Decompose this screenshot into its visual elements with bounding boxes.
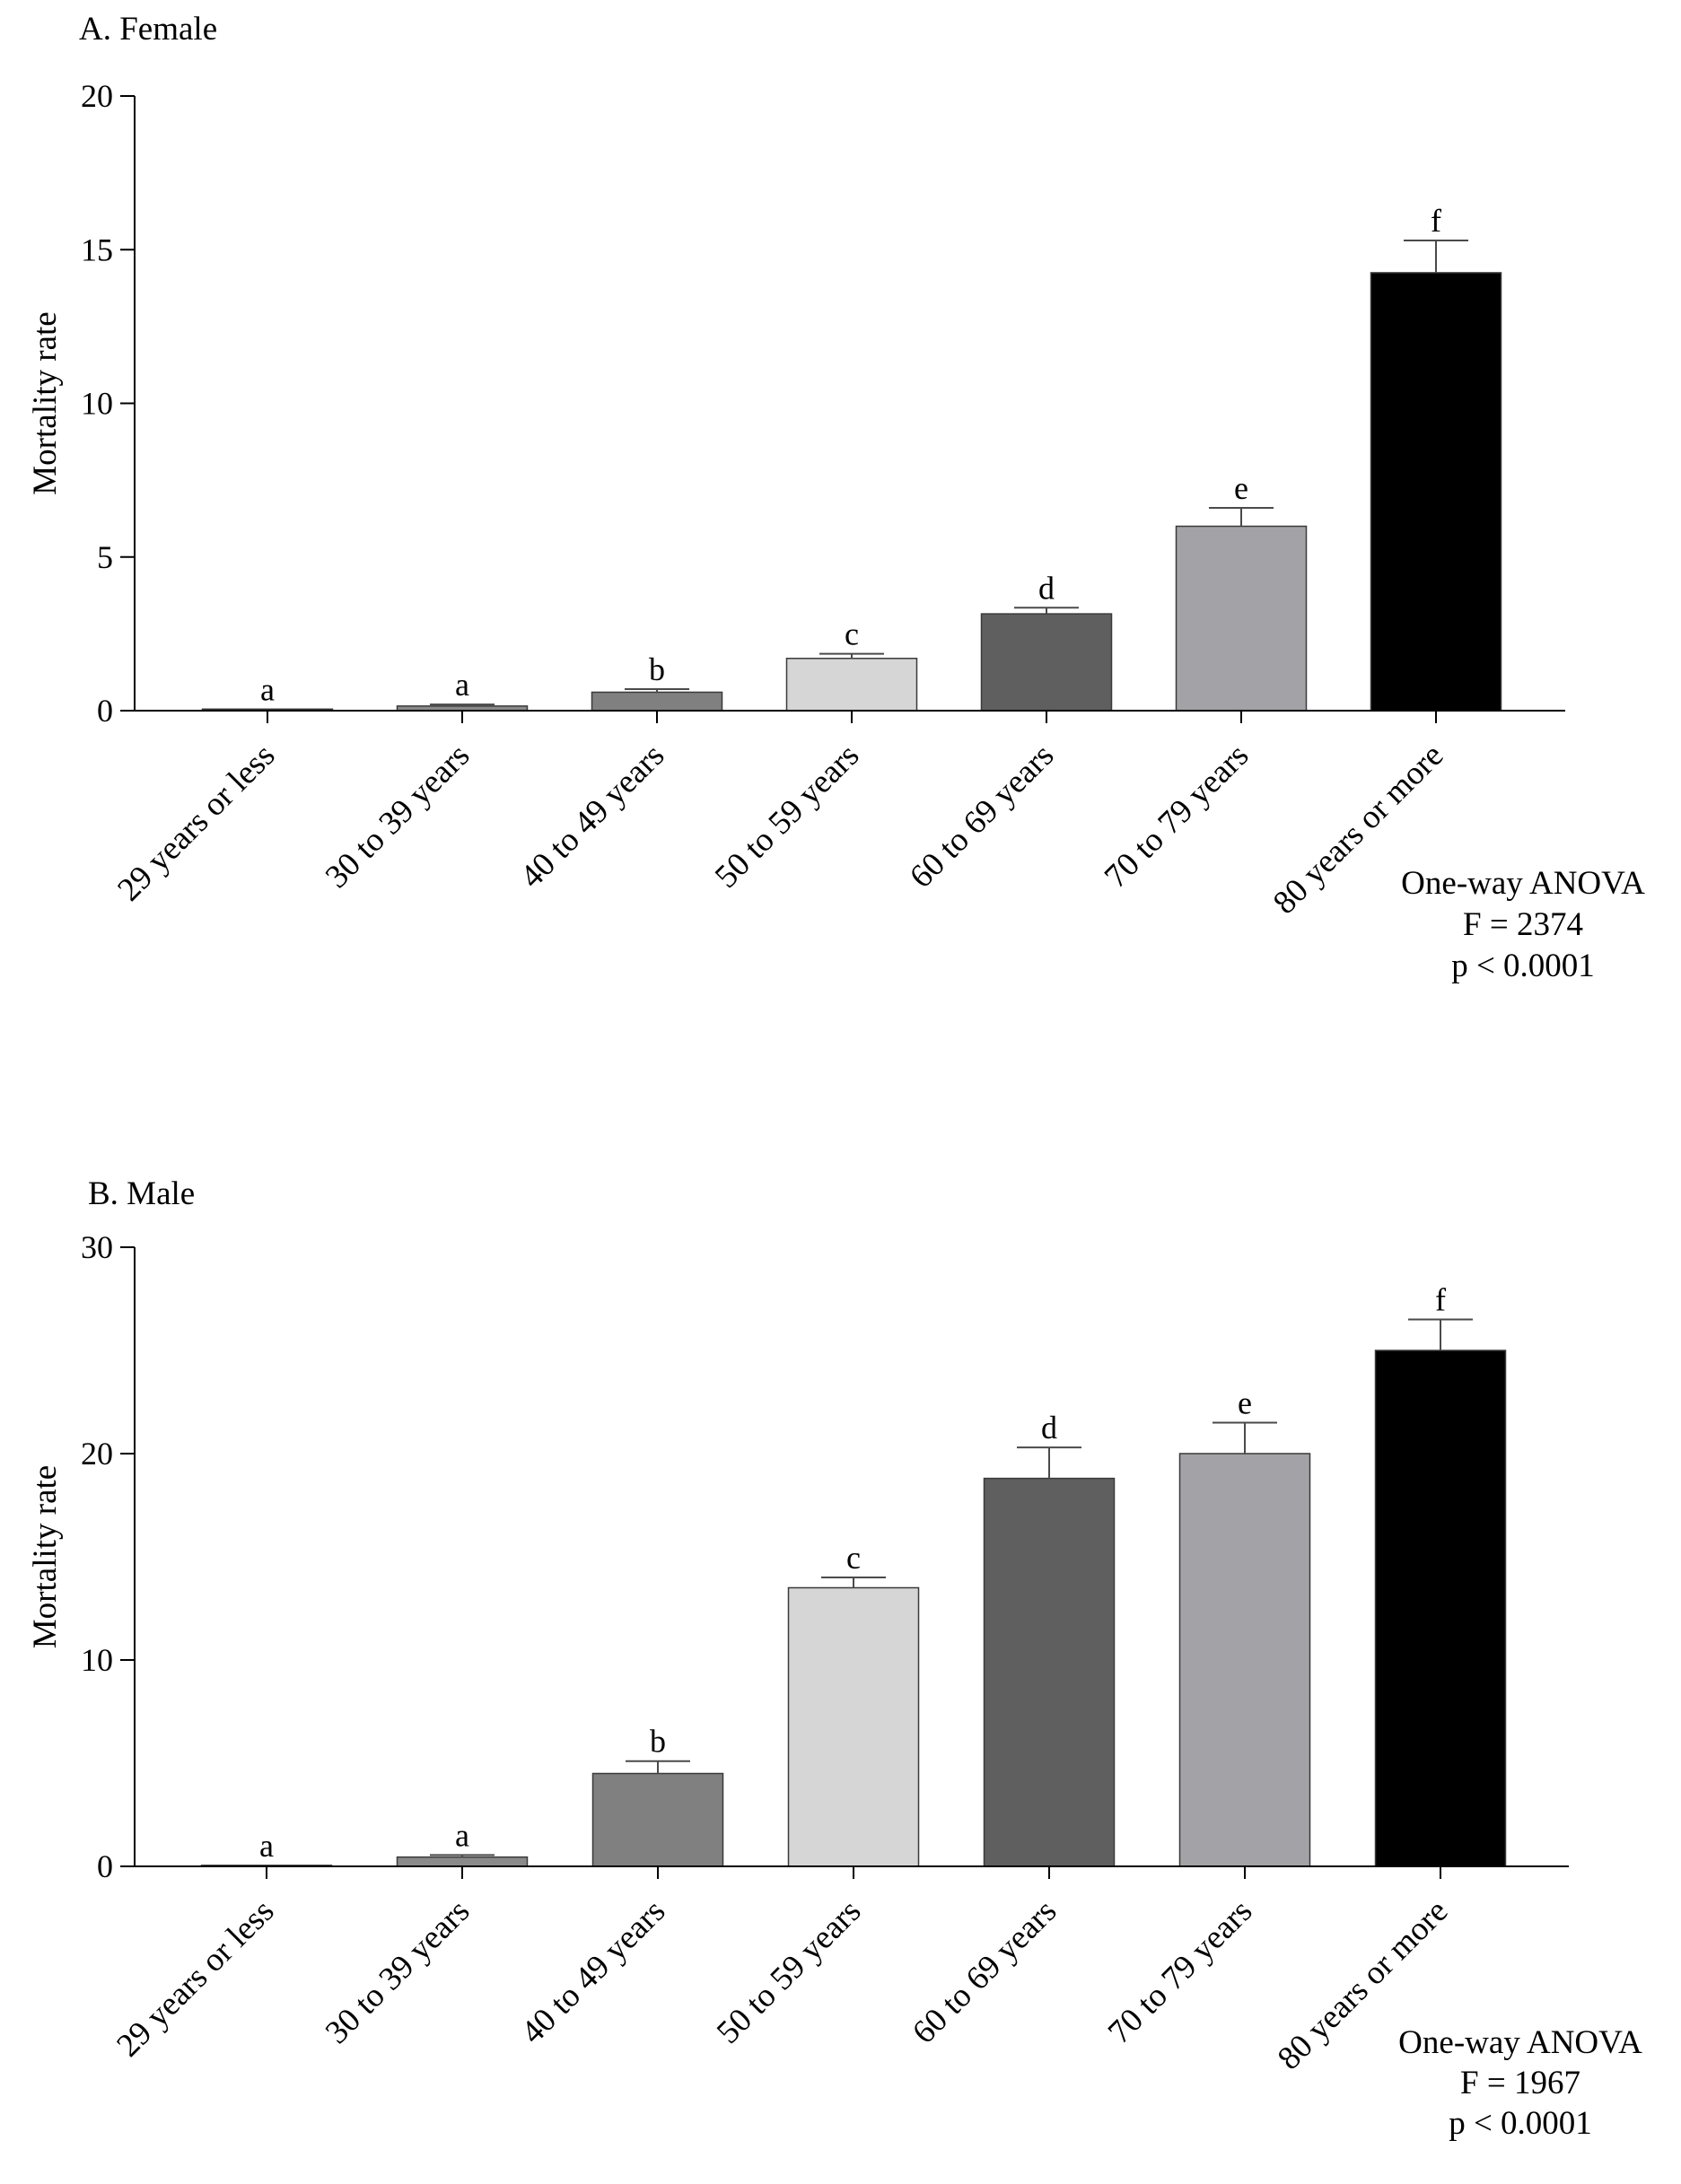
x-tick-label: 40 to 49 years (513, 737, 672, 895)
panel-title: A. Female (79, 11, 217, 48)
x-tick-label: 40 to 49 years (514, 1892, 673, 2051)
significance-letter: c (846, 1540, 861, 1576)
x-tick-label: 29 years or less (110, 737, 282, 908)
bar-7 (1370, 272, 1502, 712)
x-tick-label: 70 to 79 years (1101, 1892, 1260, 2051)
y-tick-label: 5 (97, 539, 113, 575)
bar-5 (980, 613, 1113, 712)
x-tick-label: 60 to 69 years (906, 1892, 1064, 2051)
significance-letter: d (1041, 1410, 1057, 1446)
panel-title: B. Male (88, 1175, 195, 1212)
bar-5 (983, 1477, 1116, 1867)
significance-letter: f (1431, 203, 1441, 239)
x-tick-label: 70 to 79 years (1098, 737, 1256, 895)
y-tick-label: 20 (81, 78, 113, 114)
significance-letter: a (260, 671, 275, 707)
bar-2 (396, 1856, 529, 1867)
y-tick-label: 10 (81, 1642, 113, 1678)
x-tick-label: 60 to 69 years (903, 737, 1062, 895)
y-tick-label: 20 (81, 1436, 113, 1472)
panel-female: A. Female Mortality rate a 29 years or less… (27, 11, 1645, 984)
anova-annotation-line: F = 1967 (1460, 2065, 1580, 2101)
bar-6 (1178, 1453, 1311, 1867)
bar-7 (1374, 1350, 1507, 1867)
anova-annotation-line: F = 2374 (1463, 906, 1583, 943)
significance-letter: a (455, 1817, 469, 1853)
x-tick-label: 29 years or less (109, 1892, 281, 2064)
x-tick-label: 50 to 59 years (710, 1892, 869, 2051)
anova-annotation-line: One-way ANOVA (1398, 2024, 1642, 2061)
anova-annotation-line: p < 0.0001 (1451, 948, 1595, 984)
significance-letter: a (455, 667, 469, 703)
y-tick-label: 0 (97, 1848, 113, 1884)
anova-annotation-line: p < 0.0001 (1449, 2105, 1592, 2142)
bar-6 (1175, 525, 1308, 712)
y-tick-label: 30 (81, 1229, 113, 1265)
significance-letter: c (845, 616, 859, 652)
anova-annotation-line: One-way ANOVA (1401, 865, 1645, 902)
bar-3 (591, 691, 723, 712)
panel-male: B. Male Mortality rate a 29 years or less a 3… (27, 1175, 1642, 2142)
bar-4 (787, 1586, 920, 1867)
significance-letter: b (649, 651, 665, 687)
y-axis-label: Mortality rate (27, 1465, 64, 1648)
significance-letter: e (1234, 470, 1248, 506)
x-tick-label: 50 to 59 years (708, 737, 867, 895)
y-tick-label: 0 (97, 693, 113, 729)
significance-letter: b (650, 1724, 666, 1760)
y-tick-label: 15 (81, 232, 113, 267)
significance-letter: f (1435, 1282, 1446, 1318)
x-tick-label: 30 to 39 years (319, 737, 477, 895)
bar-4 (785, 658, 918, 712)
y-axis-label: Mortality rate (27, 311, 64, 494)
significance-letter: d (1038, 570, 1055, 606)
bar-3 (591, 1772, 724, 1867)
x-tick-label: 30 to 39 years (319, 1892, 477, 2051)
y-tick-label: 10 (81, 386, 113, 422)
significance-letter: a (259, 1828, 274, 1864)
significance-letter: e (1238, 1385, 1252, 1421)
